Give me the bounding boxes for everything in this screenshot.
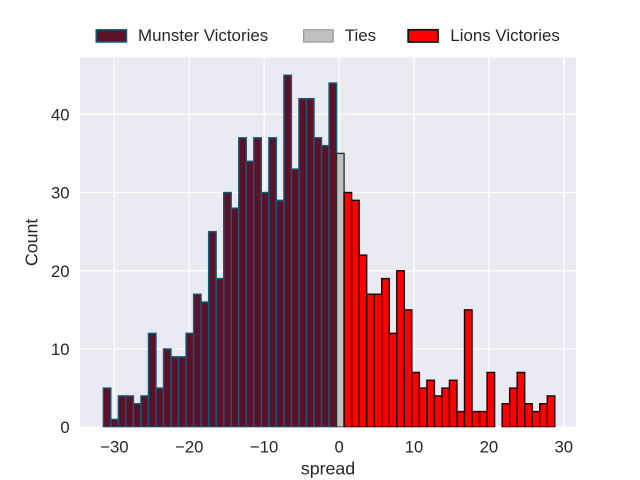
svg-text:Munster Victories: Munster Victories	[138, 26, 268, 45]
svg-text:20: 20	[51, 262, 70, 281]
svg-text:Count: Count	[21, 219, 41, 267]
svg-text:−30: −30	[100, 437, 128, 456]
svg-text:−20: −20	[175, 437, 203, 456]
svg-text:−10: −10	[250, 437, 278, 456]
svg-text:spread: spread	[301, 459, 355, 479]
svg-text:20: 20	[480, 437, 499, 456]
svg-text:10: 10	[51, 340, 70, 359]
svg-text:40: 40	[51, 105, 70, 124]
svg-text:0: 0	[334, 437, 343, 456]
svg-text:0: 0	[60, 418, 69, 437]
svg-text:30: 30	[51, 184, 70, 203]
svg-text:Ties: Ties	[345, 26, 376, 45]
svg-text:30: 30	[555, 437, 574, 456]
svg-text:Lions Victories: Lions Victories	[450, 26, 560, 45]
svg-text:10: 10	[405, 437, 424, 456]
